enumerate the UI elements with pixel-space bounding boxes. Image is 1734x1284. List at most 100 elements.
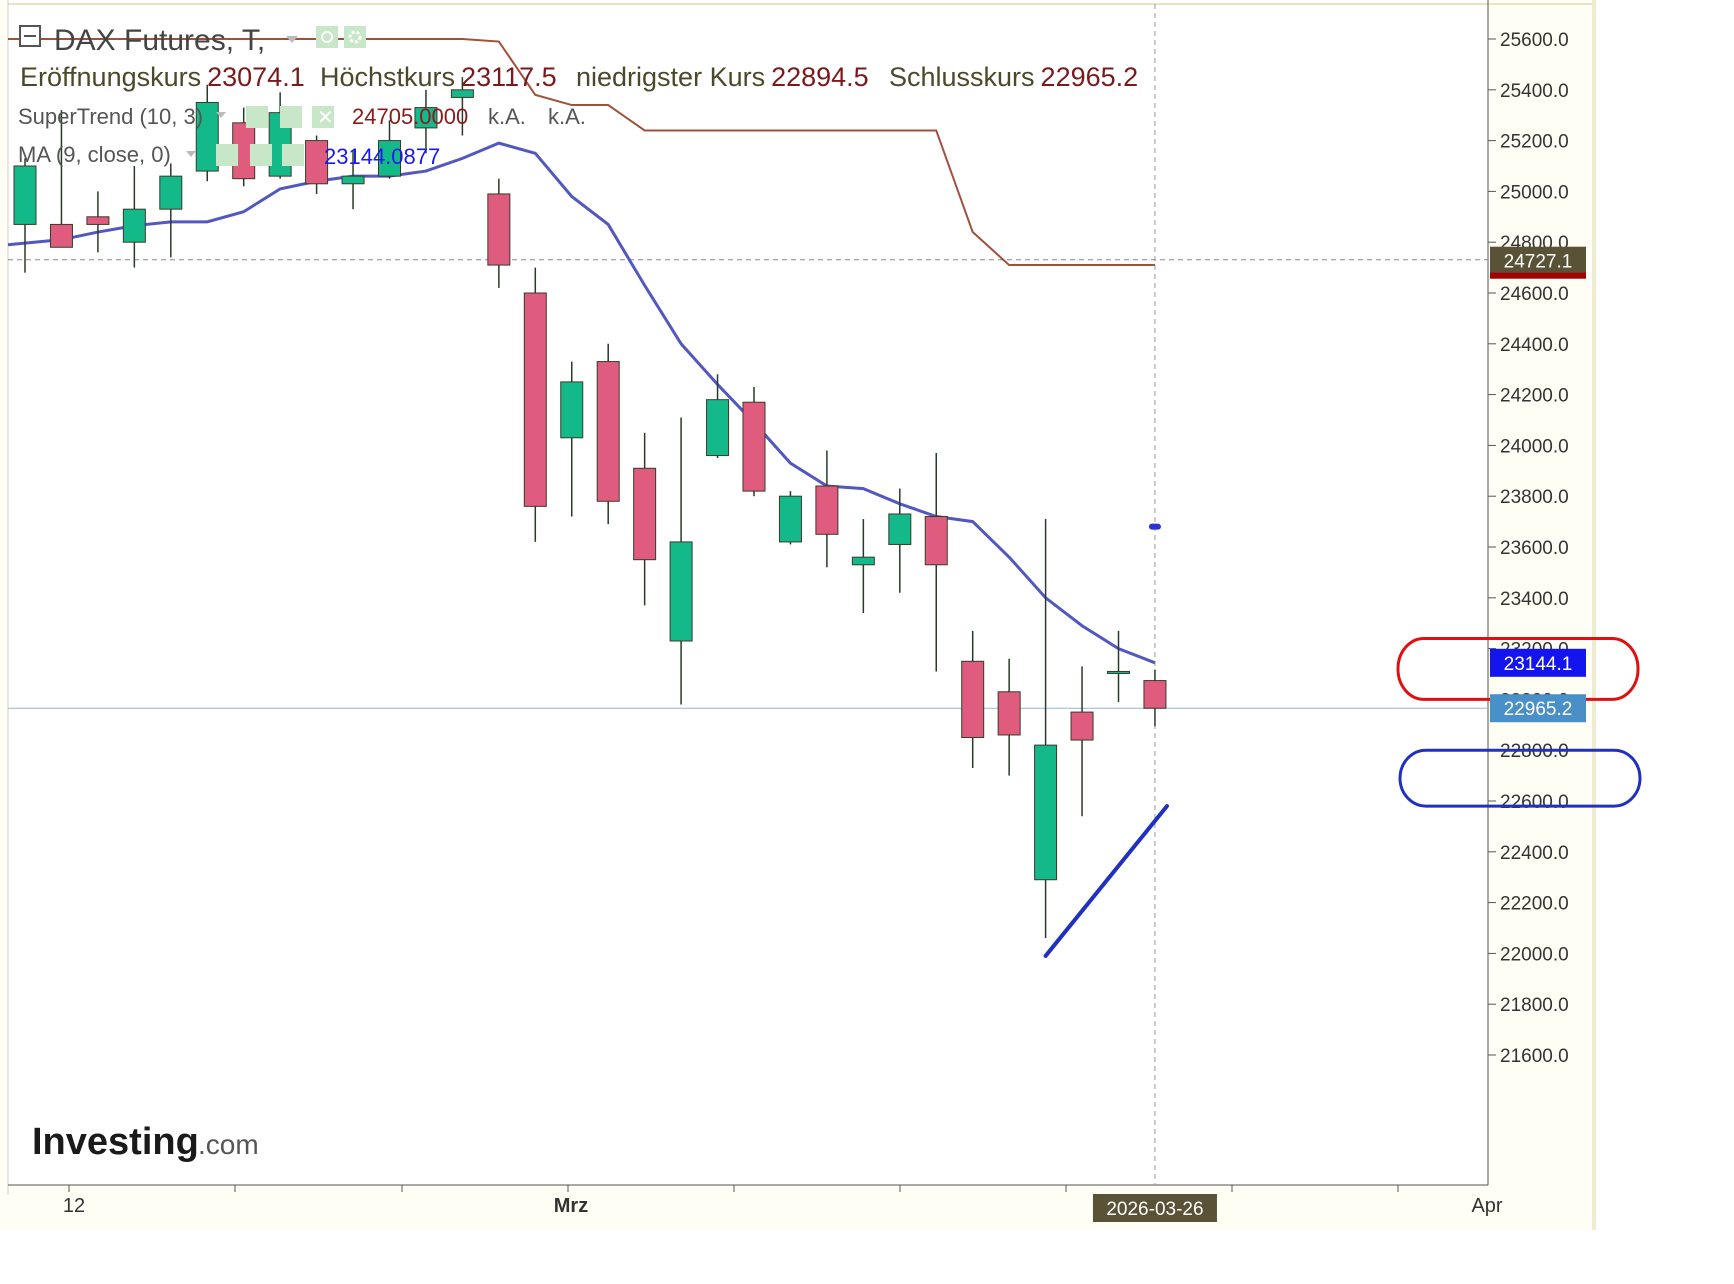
candle[interactable]	[888, 488, 912, 593]
gear-icon-cog	[348, 30, 362, 44]
candle[interactable]	[742, 386, 766, 497]
supertrend-dropdown-icon[interactable]	[216, 112, 226, 118]
candle-body	[851, 556, 875, 566]
candle-body	[742, 401, 766, 492]
candle-body	[706, 399, 730, 457]
logo-suffix: .com	[198, 1129, 259, 1160]
candle[interactable]	[815, 450, 839, 568]
eye-icon-pupil	[321, 31, 333, 43]
candle-body	[669, 541, 693, 642]
ma-close-icon[interactable]	[282, 144, 304, 166]
supertrend-close-glyph: ✕	[317, 105, 334, 129]
candle-body	[195, 102, 219, 172]
ma-tag-text: 23144.1	[1504, 654, 1573, 675]
candle-body	[13, 165, 37, 225]
candle[interactable]	[49, 110, 73, 248]
candle-body	[815, 485, 839, 535]
ohlc-low: niedrigster Kurs 22894.5	[576, 62, 869, 92]
candle-body	[159, 175, 183, 210]
date-tag: 2026-03-26	[1092, 1194, 1217, 1222]
candle-body	[961, 660, 985, 738]
candle[interactable]	[560, 361, 584, 517]
candle-body	[49, 223, 73, 248]
supertrend-tag-text: 24727.1	[1504, 252, 1573, 273]
y-tick-label: 24400.0	[1500, 335, 1569, 356]
candle[interactable]	[341, 150, 365, 210]
instrument-title: DAX Futures, T,	[54, 24, 265, 57]
candle-body	[1034, 744, 1058, 881]
candle[interactable]	[1034, 519, 1058, 939]
y-tick-label: 22000.0	[1500, 944, 1569, 965]
candle[interactable]	[851, 519, 875, 614]
last-price-tag: 22965.2	[1490, 694, 1586, 723]
candle[interactable]	[305, 135, 329, 194]
supertrend-tag-bg	[1490, 246, 1586, 275]
candle[interactable]	[778, 491, 802, 545]
candle[interactable]	[122, 166, 146, 268]
last-price-tag-text: 22965.2	[1504, 699, 1573, 720]
y-tick-label: 24200.0	[1500, 386, 1569, 407]
candle[interactable]	[159, 163, 183, 258]
y-tick-label: 23400.0	[1500, 589, 1569, 610]
candle[interactable]	[414, 89, 438, 154]
candle[interactable]	[706, 374, 730, 459]
ohlc-open: Eröffnungskurs 23074.1	[20, 62, 305, 92]
date-tag-text: 2026-03-26	[1106, 1199, 1203, 1220]
candle-body	[778, 495, 802, 543]
candle[interactable]	[13, 158, 37, 273]
x-tick-label: Apr	[1471, 1195, 1502, 1217]
ma-eye-icon[interactable]	[216, 144, 238, 166]
candle[interactable]	[195, 84, 219, 182]
x-axis-ticks: 12 Mrz Apr	[63, 1185, 1503, 1217]
y-tick-label: 25600.0	[1500, 30, 1569, 51]
candle[interactable]	[1143, 669, 1167, 727]
ma-tag-bg	[1490, 648, 1586, 677]
supertrend-close-icon[interactable]	[312, 106, 334, 128]
instrument-dropdown-icon[interactable]	[286, 36, 298, 43]
supertrend-line	[8, 38, 1155, 267]
candle[interactable]	[596, 343, 620, 525]
candle-body	[305, 140, 329, 185]
candle[interactable]	[924, 453, 948, 672]
candle[interactable]	[669, 417, 693, 705]
y-tick-label: 25200.0	[1500, 132, 1569, 153]
ohlc-close: Schlusskurs 22965.2	[889, 62, 1138, 92]
candle[interactable]	[450, 77, 474, 136]
supertrend-gear-icon[interactable]	[280, 106, 302, 128]
candle-body	[1107, 670, 1130, 674]
supertrend-value: 24705.0000	[352, 104, 468, 129]
candle-body	[523, 292, 547, 507]
candle-body	[378, 140, 401, 177]
candle-body	[487, 193, 511, 266]
eye-icon[interactable]	[316, 26, 338, 48]
candle[interactable]	[86, 191, 110, 253]
candle-body	[414, 107, 438, 129]
supertrend-label: SuperTrend (10, 3)	[18, 104, 203, 129]
candle[interactable]	[487, 178, 511, 288]
candle[interactable]	[1107, 630, 1130, 702]
gear-icon[interactable]	[344, 26, 366, 48]
candle[interactable]	[997, 658, 1021, 776]
candle[interactable]	[378, 120, 401, 179]
candle[interactable]	[633, 432, 657, 606]
x-tick-label: 12	[63, 1195, 85, 1217]
date-tag-bg	[1092, 1194, 1217, 1222]
candle-body	[1070, 711, 1094, 741]
ma-dropdown-icon[interactable]	[186, 151, 196, 157]
y-tick-label: 24600.0	[1500, 284, 1569, 305]
ma-gear-icon[interactable]	[250, 144, 272, 166]
supertrend-tag-accent	[1490, 272, 1586, 279]
candle[interactable]	[1070, 666, 1094, 817]
candle-body	[997, 691, 1021, 736]
x-tick-label: Mrz	[554, 1195, 588, 1217]
y-tick-label: 23800.0	[1500, 487, 1569, 508]
supertrend-extra-1: k.A.	[488, 104, 526, 129]
supertrend-extra-2: k.A.	[548, 104, 586, 129]
supertrend-price-tag: 24727.1	[1490, 246, 1586, 279]
y-tick-label: 25000.0	[1500, 182, 1569, 203]
supertrend-eye-icon[interactable]	[246, 106, 268, 128]
candle[interactable]	[523, 267, 547, 542]
y-tick-label: 22400.0	[1500, 843, 1569, 864]
candle[interactable]	[961, 630, 985, 768]
